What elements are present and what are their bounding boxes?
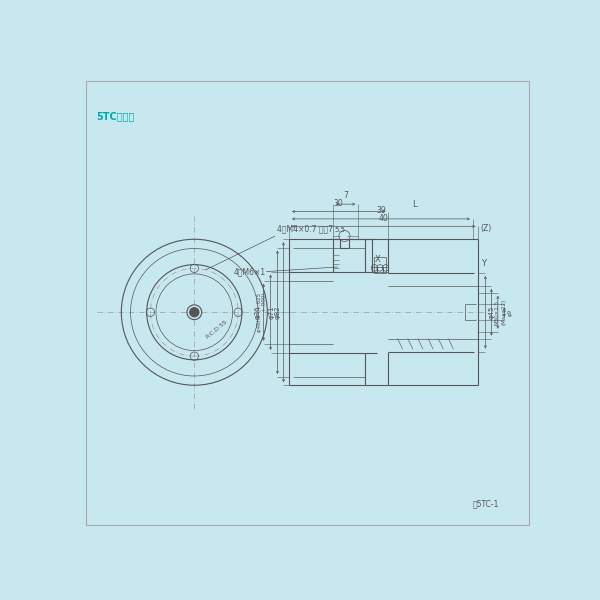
Text: (Z): (Z) — [481, 224, 492, 233]
Text: P.C.D 55: P.C.D 55 — [206, 319, 229, 340]
Text: 5.5: 5.5 — [334, 227, 346, 233]
Text: L: L — [413, 200, 417, 209]
Text: 39: 39 — [376, 206, 386, 215]
Bar — [377, 267, 383, 272]
Text: 7: 7 — [343, 191, 348, 200]
Text: (Maxφ22): (Maxφ22) — [501, 299, 506, 325]
Text: X: X — [374, 256, 380, 265]
Text: φ46H7 (+.025
       +.000): φ46H7 (+.025 +.000) — [257, 293, 268, 332]
Text: Y: Y — [481, 259, 486, 268]
Text: φ36: φ36 — [254, 305, 260, 319]
Bar — [374, 257, 386, 273]
Text: 4－M4×0.7 深サ7: 4－M4×0.7 深サ7 — [277, 224, 334, 233]
Text: φ71: φ71 — [268, 305, 274, 319]
Text: 30: 30 — [334, 199, 344, 208]
Circle shape — [190, 308, 199, 317]
Bar — [383, 267, 388, 272]
Text: 5TC寸法図: 5TC寸法図 — [96, 111, 134, 121]
Text: φ45: φ45 — [488, 305, 494, 319]
Text: 図5TC-1: 図5TC-1 — [473, 500, 499, 509]
Text: φ9: φ9 — [508, 308, 512, 316]
Text: 4－M6×1: 4－M6×1 — [234, 267, 266, 276]
Text: M30×1.5: M30×1.5 — [494, 300, 500, 325]
Text: 40: 40 — [379, 214, 389, 223]
Bar — [372, 267, 377, 272]
Text: φ82: φ82 — [274, 305, 280, 319]
